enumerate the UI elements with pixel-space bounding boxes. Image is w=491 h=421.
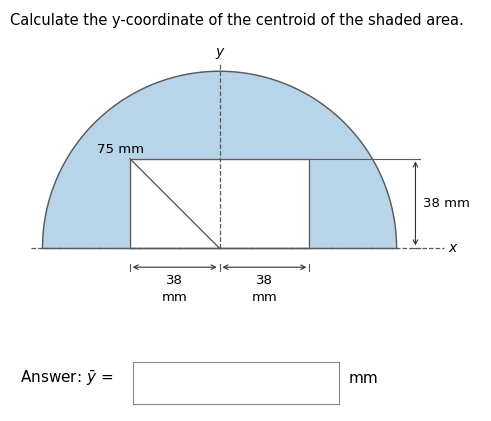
Text: mm: mm (162, 291, 188, 304)
Polygon shape (130, 159, 309, 248)
Text: 38 mm: 38 mm (423, 197, 469, 210)
Polygon shape (43, 71, 397, 248)
Text: mm: mm (349, 371, 379, 386)
Text: Answer: $\bar{y}$ =: Answer: $\bar{y}$ = (20, 369, 113, 389)
Text: y: y (216, 45, 224, 59)
Text: 75 mm: 75 mm (97, 143, 144, 156)
Text: mm: mm (251, 291, 277, 304)
Text: x: x (448, 241, 457, 255)
Text: 38: 38 (166, 274, 183, 287)
Text: Calculate the y-coordinate of the centroid of the shaded area.: Calculate the y-coordinate of the centro… (10, 13, 464, 28)
Text: 38: 38 (256, 274, 273, 287)
